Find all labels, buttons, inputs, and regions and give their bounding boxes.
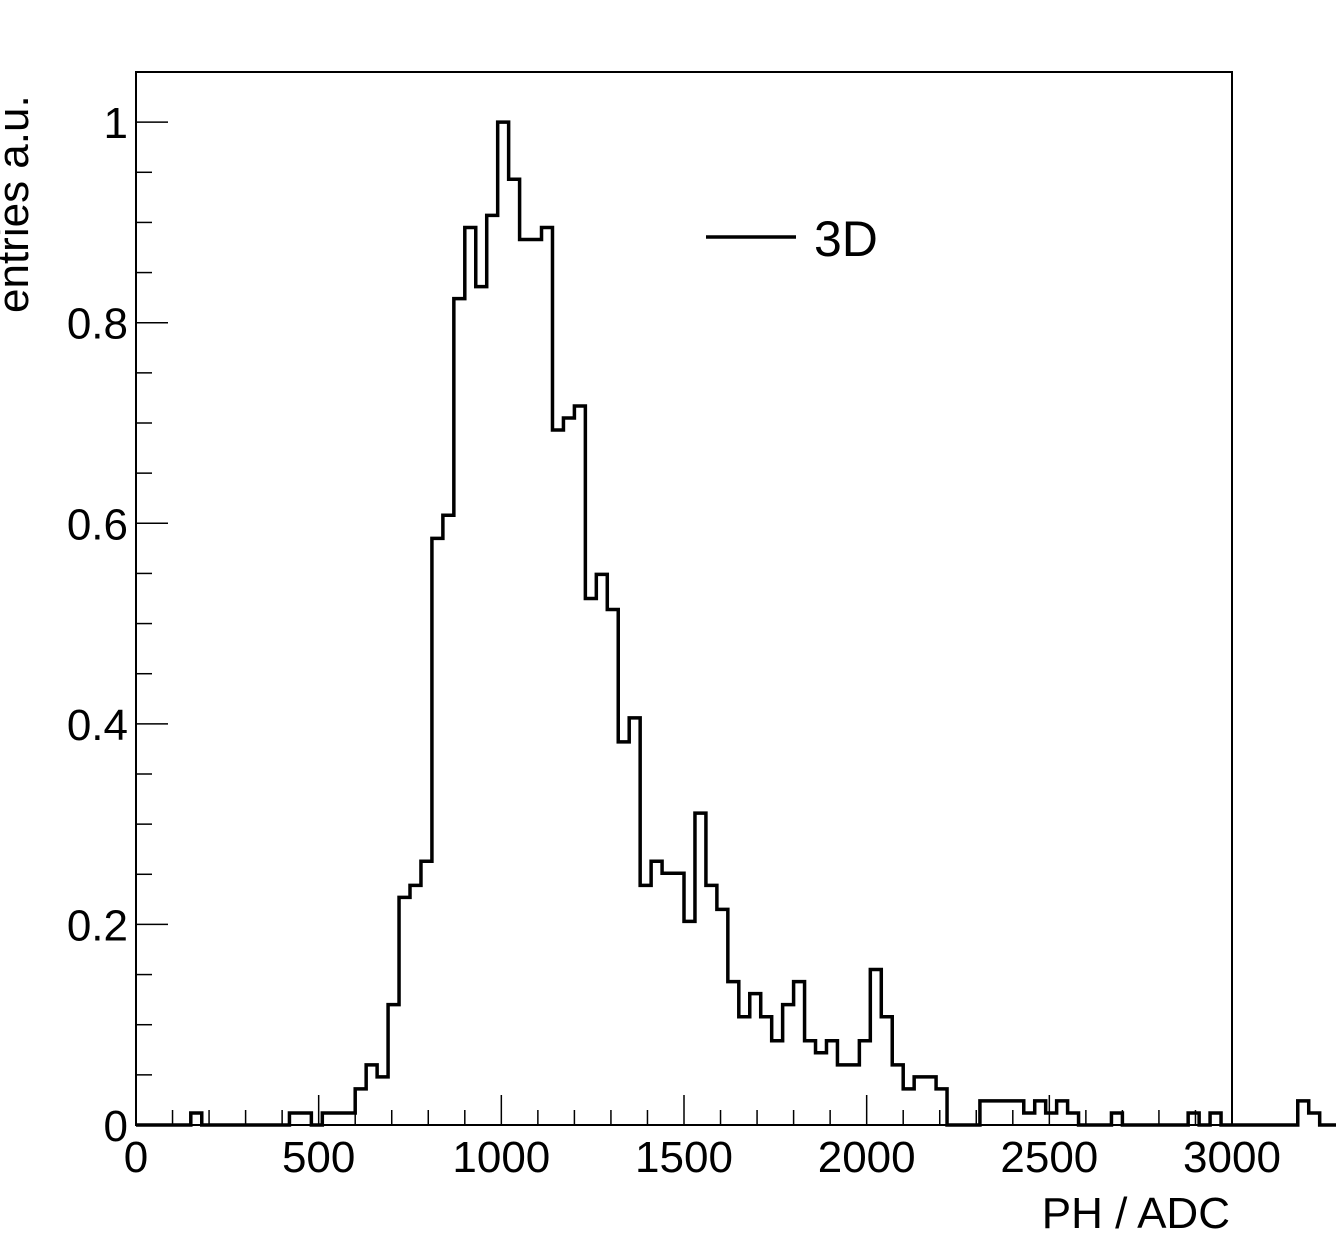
x-axis-ticks [135,1095,1233,1125]
y-tick-label: 0.6 [67,500,128,549]
y-axis-title: entries a.u. [0,95,38,313]
x-tick-label: 1500 [635,1133,733,1182]
x-axis-title: PH / ADC [1042,1189,1230,1238]
plot-frame [135,71,1233,1126]
y-axis-tick-labels: 0 0.2 0.4 0.6 0.8 1 [67,99,128,1151]
x-tick-label: 0 [124,1133,148,1182]
series-3d-histogram-line [136,120,1336,1127]
x-axis-tick-labels: 0 500 1000 1500 2000 2500 3000 [124,1133,1281,1182]
y-tick-label: 1 [104,99,128,148]
x-tick-label: 3000 [1183,1133,1281,1182]
legend-label-3d: 3D [814,211,878,267]
y-axis-ticks [136,71,168,1126]
y-tick-label: 0.8 [67,300,128,349]
x-tick-label: 2000 [818,1133,916,1182]
y-tick-label: 0.2 [67,901,128,950]
x-tick-label: 500 [282,1133,355,1182]
y-tick-label: 0 [104,1102,128,1151]
x-tick-label: 2500 [1000,1133,1098,1182]
legend: 3D [706,211,878,267]
x-tick-label: 1000 [452,1133,550,1182]
y-tick-label: 0.4 [67,701,128,750]
